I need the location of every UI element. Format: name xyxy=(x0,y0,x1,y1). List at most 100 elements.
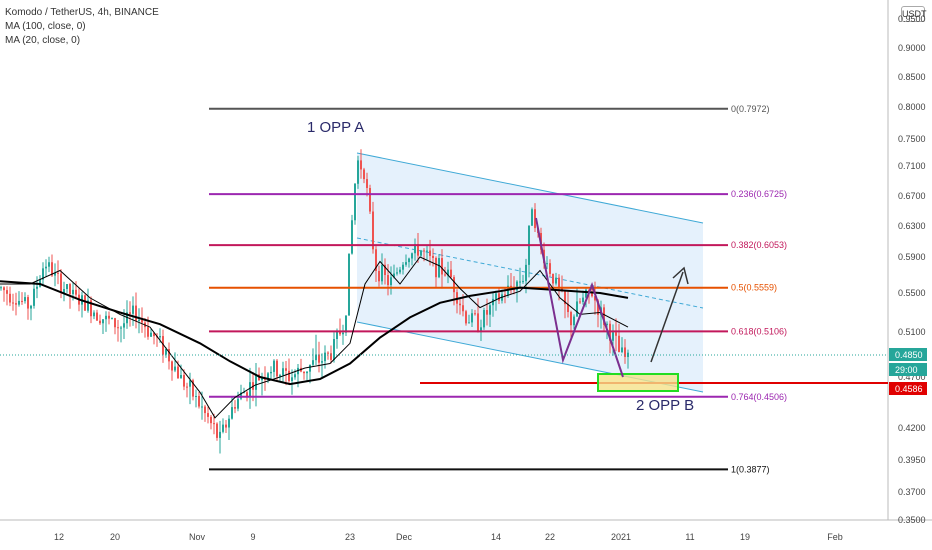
candle-body xyxy=(321,361,323,363)
candle-body xyxy=(255,374,257,390)
candle-body xyxy=(36,286,38,289)
candle-body xyxy=(432,255,434,258)
candle-body xyxy=(75,289,77,295)
candle-body xyxy=(339,331,341,335)
candle-body xyxy=(114,318,116,328)
candle-body xyxy=(204,406,206,414)
candle-body xyxy=(240,392,242,399)
candle-body xyxy=(57,272,59,274)
candle-body xyxy=(282,368,284,376)
candle-body xyxy=(150,332,152,337)
price-tick-label: 0.3500 xyxy=(898,515,926,525)
candle-body xyxy=(423,250,425,252)
candle-body xyxy=(495,293,497,299)
candle-body xyxy=(303,371,305,374)
candle-body xyxy=(570,312,572,326)
candle-body xyxy=(480,327,482,332)
ma100-legend[interactable]: MA (100, close, 0) xyxy=(5,21,86,32)
forecast-arrow-head xyxy=(672,266,689,285)
price-tick-label: 0.5100 xyxy=(898,327,926,337)
candle-body xyxy=(399,269,401,273)
price-tick-label: 0.8000 xyxy=(898,102,926,112)
candle-body xyxy=(342,332,344,335)
candle-body xyxy=(486,310,488,315)
candle-body xyxy=(48,262,50,267)
candle-body xyxy=(63,288,65,293)
candle-body xyxy=(129,312,131,314)
candle-body xyxy=(336,331,338,340)
candle-body xyxy=(351,220,353,254)
candle-body xyxy=(222,424,224,432)
candle-body xyxy=(417,244,419,256)
candle-body xyxy=(453,277,455,293)
ma100-line[interactable] xyxy=(0,280,629,386)
price-tick-label: 0.4700 xyxy=(898,372,926,382)
candle-body xyxy=(345,315,347,333)
ma20-legend[interactable]: MA (20, close, 0) xyxy=(5,35,81,46)
price-tick-label: 0.3950 xyxy=(898,455,926,465)
price-tag xyxy=(889,363,927,376)
candle-body xyxy=(159,336,161,338)
candle-body xyxy=(162,336,164,355)
candle-body xyxy=(504,294,506,296)
candle-body xyxy=(69,284,71,295)
candle-body xyxy=(459,303,461,306)
channel-upper-line[interactable] xyxy=(356,152,704,224)
candle-body xyxy=(99,320,101,324)
candle-body xyxy=(261,377,263,381)
candle-body xyxy=(228,418,230,428)
candle-body xyxy=(312,360,314,365)
price-tick-label: 0.5900 xyxy=(898,252,926,262)
fib-level-label: 0.236(0.6725) xyxy=(731,189,787,199)
candle-body xyxy=(3,287,5,291)
candle-body xyxy=(612,332,614,341)
candle-body xyxy=(390,277,392,286)
candle-body xyxy=(183,375,185,387)
candle-body xyxy=(441,258,443,275)
candle-body xyxy=(186,386,188,388)
candle-body xyxy=(594,296,596,301)
candle-body xyxy=(279,375,281,377)
price-tick-label: 0.9000 xyxy=(898,43,926,53)
candle-body xyxy=(111,318,113,320)
forecast-arrow-line[interactable] xyxy=(650,271,684,363)
candle-body xyxy=(21,300,23,302)
candle-body xyxy=(363,169,365,180)
candle-body xyxy=(474,313,476,315)
target-zone-box[interactable] xyxy=(597,373,679,392)
candle-body xyxy=(12,302,14,304)
ma20-line[interactable] xyxy=(0,256,629,419)
candle-body xyxy=(96,312,98,321)
candle-body xyxy=(531,209,533,226)
fib-level-label: 1(0.3877) xyxy=(731,464,770,474)
candle-body xyxy=(87,300,89,311)
candle-body xyxy=(525,264,527,282)
chart-legend: Komodo / TetherUS, 4h, BINANCE MA (100, … xyxy=(5,6,159,48)
candle-body xyxy=(210,416,212,424)
candle-body xyxy=(243,392,245,394)
candle-body xyxy=(117,327,119,329)
candle-body xyxy=(438,258,440,278)
price-tick-label: 0.7500 xyxy=(898,134,926,144)
candle-body xyxy=(216,423,218,438)
annotation-1-opp-a[interactable]: 1 OPP A xyxy=(307,119,364,136)
candle-body xyxy=(189,380,191,387)
candle-body xyxy=(573,316,575,326)
candle-body xyxy=(477,313,479,332)
price-tags: 0.4850 29:00 0.4586 xyxy=(0,348,927,395)
candle-body xyxy=(522,281,524,283)
time-tick-label: 2021 xyxy=(611,532,631,542)
candle-body xyxy=(249,382,251,397)
annotation-2-opp-b[interactable]: 2 OPP B xyxy=(636,397,694,414)
zigzag-pattern[interactable] xyxy=(535,217,624,378)
candle-body xyxy=(375,249,377,271)
time-tick-label: 20 xyxy=(110,532,120,542)
candle-body xyxy=(468,322,470,324)
symbol-title[interactable]: Komodo / TetherUS, 4h, BINANCE xyxy=(5,7,159,18)
candle-body xyxy=(15,303,17,305)
candle-body xyxy=(24,297,26,302)
currency-badge[interactable]: USDT xyxy=(901,6,927,22)
candle-body xyxy=(192,380,194,397)
candle-body xyxy=(618,335,620,353)
